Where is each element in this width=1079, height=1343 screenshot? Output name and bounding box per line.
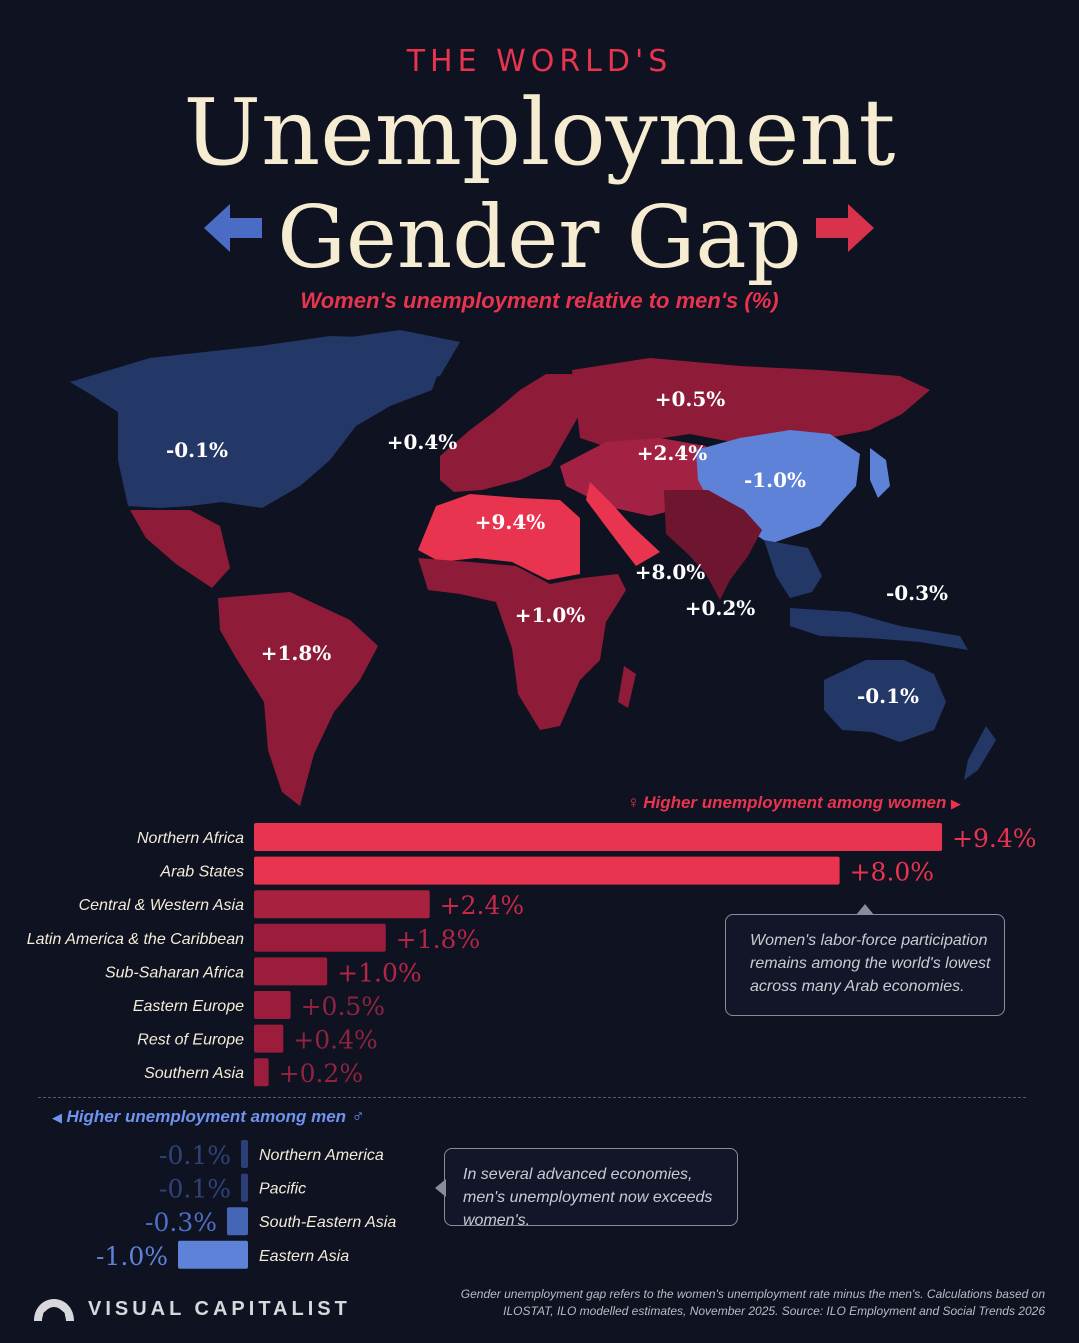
divider bbox=[38, 1097, 1026, 1098]
female-symbol-icon: ♀ bbox=[626, 793, 639, 812]
category-label: South-Eastern Asia bbox=[259, 1214, 396, 1231]
category-label: Eastern Asia bbox=[259, 1248, 349, 1265]
region-eastern-europe bbox=[572, 358, 930, 448]
map-value-sub-saharan-africa: +1.0% bbox=[514, 603, 586, 627]
note-advanced: In several advanced economies, men's une… bbox=[444, 1148, 738, 1229]
category-label: Southern Asia bbox=[144, 1065, 244, 1082]
left-arrow-icon bbox=[204, 204, 262, 252]
title-line-2: Gender Gap bbox=[277, 188, 802, 288]
category-label: Rest of Europe bbox=[137, 1032, 244, 1049]
region-latin-america bbox=[218, 592, 378, 806]
footnote: Gender unemployment gap refers to the wo… bbox=[460, 1287, 1045, 1318]
bar-women bbox=[254, 1024, 284, 1053]
value-label: +0.2% bbox=[279, 1059, 363, 1088]
title-line-1: Unemployment bbox=[183, 79, 896, 186]
region-madagascar bbox=[618, 666, 636, 708]
value-label: +1.8% bbox=[396, 925, 480, 954]
category-label: Eastern Europe bbox=[133, 998, 244, 1015]
category-label: Sub-Saharan Africa bbox=[105, 964, 244, 981]
bar-men bbox=[241, 1173, 248, 1202]
map-value-eastern-asia: -1.0% bbox=[743, 468, 807, 492]
region-arab-states bbox=[586, 482, 660, 566]
kicker: THE WORLD'S bbox=[406, 44, 673, 79]
value-label: +9.4% bbox=[952, 824, 1036, 853]
world-map bbox=[70, 330, 996, 806]
region-new-zealand bbox=[964, 726, 996, 780]
brand-name: VISUAL CAPITALIST bbox=[88, 1298, 351, 1320]
bar-women bbox=[254, 923, 386, 952]
note-arab-text: Women's labor-force participation remain… bbox=[750, 932, 991, 995]
value-label: +2.4% bbox=[440, 891, 524, 920]
region-se-asia-islands bbox=[790, 608, 968, 650]
legend-men-label: Higher unemployment among men bbox=[66, 1107, 347, 1126]
map-value-central-western-asia: +2.4% bbox=[636, 441, 708, 465]
region-rest-of-europe bbox=[440, 374, 582, 492]
value-label: +8.0% bbox=[850, 858, 934, 887]
value-label: -1.0% bbox=[96, 1242, 168, 1271]
map-value-rest-of-europe: +0.4% bbox=[386, 430, 458, 454]
region-greenland bbox=[330, 330, 460, 386]
map-value-southern-asia: +0.2% bbox=[684, 596, 756, 620]
map-value-latin-america: +1.8% bbox=[260, 641, 332, 665]
legend-women-label: Higher unemployment among women bbox=[643, 793, 947, 812]
legend-women: ♀ Higher unemployment among women ▶ bbox=[626, 793, 961, 813]
note-pointer-icon bbox=[856, 904, 874, 915]
region-northern-america bbox=[70, 336, 450, 508]
map-value-eastern-europe: +0.5% bbox=[654, 387, 726, 411]
note-arab: Women's labor-force participation remain… bbox=[725, 914, 1005, 1016]
legend-men: ◀ Higher unemployment among men ♂ bbox=[52, 1107, 363, 1127]
right-caret-icon: ▶ bbox=[950, 796, 961, 811]
bar-men bbox=[227, 1207, 248, 1236]
bar-men bbox=[241, 1140, 248, 1168]
region-southern-asia bbox=[664, 490, 762, 600]
map-value-south-eastern-asia: -0.3% bbox=[885, 581, 949, 605]
category-label: Arab States bbox=[159, 864, 244, 881]
bar-women bbox=[254, 991, 291, 1019]
bar-women bbox=[254, 1058, 269, 1087]
value-label: +0.5% bbox=[301, 992, 385, 1021]
map-value-pacific: -0.1% bbox=[856, 684, 920, 708]
region-japan bbox=[870, 448, 890, 498]
value-label: +0.4% bbox=[293, 1026, 377, 1055]
region-northern-africa bbox=[418, 494, 580, 580]
subtitle: Women's unemployment relative to men's (… bbox=[300, 288, 779, 313]
region-south-eastern-asia bbox=[764, 540, 822, 598]
value-label: -0.1% bbox=[159, 1141, 231, 1170]
left-caret-icon: ◀ bbox=[52, 1110, 62, 1125]
bar-women bbox=[254, 856, 840, 885]
note-pointer-left-icon bbox=[435, 1179, 446, 1197]
male-symbol-icon: ♂ bbox=[350, 1107, 364, 1126]
right-arrow-icon bbox=[816, 204, 874, 252]
value-label: -0.1% bbox=[159, 1175, 231, 1204]
map-value-northern-america: -0.1% bbox=[165, 438, 229, 462]
map-value-northern-africa: +9.4% bbox=[474, 510, 546, 534]
bar-women bbox=[254, 823, 943, 851]
category-label: Central & Western Asia bbox=[79, 897, 245, 914]
category-label: Pacific bbox=[259, 1181, 306, 1198]
bar-chart: Northern Africa +9.4% Arab States +8.0% Cent… bbox=[27, 823, 1037, 1271]
bar-women bbox=[254, 890, 430, 919]
category-label: Northern America bbox=[259, 1147, 384, 1164]
category-label: Northern Africa bbox=[137, 830, 244, 847]
category-label: Latin America & the Caribbean bbox=[27, 931, 244, 948]
note-advanced-text: In several advanced economies, men's une… bbox=[463, 1166, 713, 1229]
map-value-arab-states: +8.0% bbox=[634, 560, 706, 584]
value-label: +1.0% bbox=[337, 958, 421, 987]
bar-men bbox=[178, 1240, 248, 1269]
region-pacific bbox=[824, 660, 946, 742]
visual-capitalist-logo-icon bbox=[34, 1299, 74, 1321]
region-central-america bbox=[130, 510, 230, 588]
region-sub-saharan-africa bbox=[418, 558, 626, 730]
value-label: -0.3% bbox=[145, 1208, 217, 1237]
bar-women bbox=[254, 957, 328, 986]
